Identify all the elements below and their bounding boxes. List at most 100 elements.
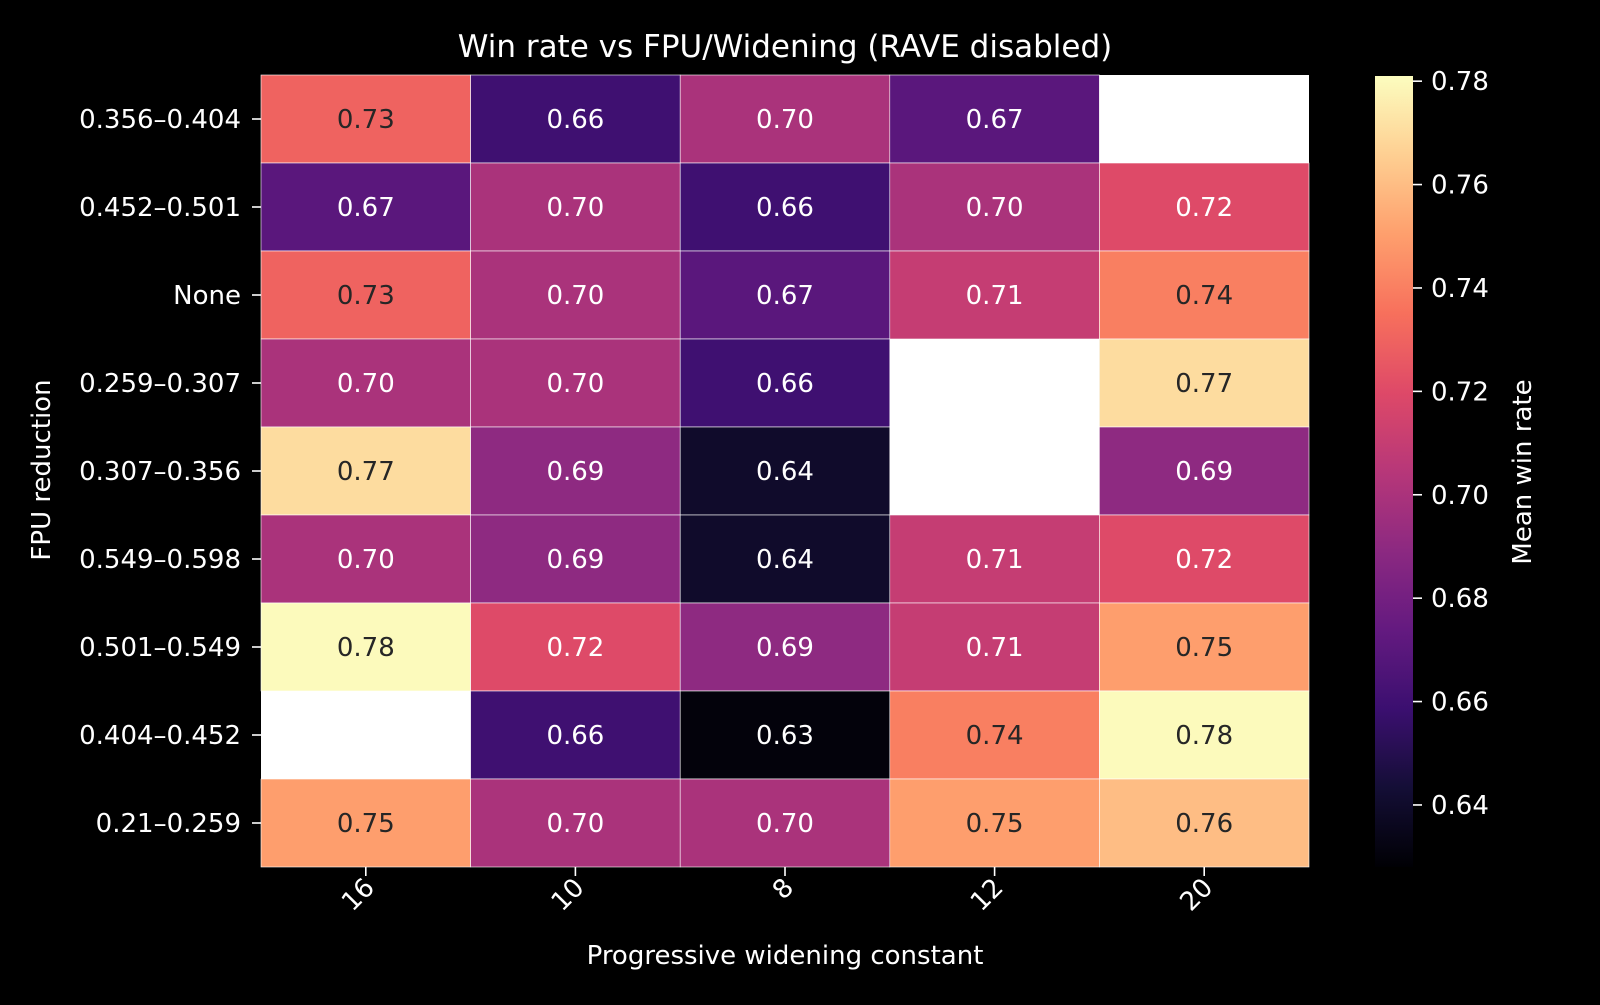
heatmap-cell-missing — [261, 691, 471, 779]
heatmap-cell — [1099, 602, 1310, 692]
cell-value-label: 0.70 — [337, 545, 395, 575]
heatmap-cell — [260, 250, 471, 340]
heatmap-cell — [679, 250, 891, 340]
heatmap-cell-missing — [1099, 75, 1309, 163]
cell-value-label: 0.70 — [546, 809, 604, 839]
cell-value-label: 0.75 — [337, 809, 395, 839]
cell-value-label: 0.71 — [966, 545, 1024, 575]
cell-value-label: 0.77 — [337, 457, 395, 487]
heatmap-cell — [679, 514, 891, 604]
heatmap-cell — [470, 514, 681, 604]
cell-value-label: 0.70 — [966, 193, 1024, 223]
heatmap-cell — [889, 250, 1100, 340]
colorbar-tick-label: 0.74 — [1431, 274, 1489, 304]
cell-value-label: 0.69 — [756, 633, 814, 663]
cell-value-label: 0.72 — [546, 633, 604, 663]
heatmap-cell — [260, 338, 471, 428]
heatmap-cell-missing — [889, 339, 1100, 427]
heatmap-cell — [470, 74, 681, 164]
heatmap-cell — [679, 426, 891, 516]
heatmap-cell — [260, 74, 471, 164]
cell-value-label: 0.78 — [337, 633, 395, 663]
heatmap-cell — [889, 778, 1100, 868]
cell-value-label: 0.66 — [546, 721, 604, 751]
cell-value-label: 0.72 — [1175, 545, 1233, 575]
cell-value-label: 0.66 — [756, 369, 814, 399]
y-tick-label: 0.21–0.259 — [96, 809, 241, 839]
heatmap-cell — [889, 602, 1100, 692]
x-tick-label: 16 — [336, 873, 381, 918]
heatmap-cell — [470, 602, 681, 692]
heatmap-cell — [470, 690, 681, 780]
heatmap-cell-missing — [889, 427, 1100, 515]
heatmap-cell — [679, 338, 891, 428]
cell-value-label: 0.66 — [756, 193, 814, 223]
heatmap-cell — [679, 778, 891, 868]
heatmap-cell — [679, 74, 891, 164]
heatmap-cell — [679, 162, 891, 252]
heatmap-cell — [889, 514, 1100, 604]
chart-title: Win rate vs FPU/Widening (RAVE disabled) — [458, 29, 1113, 65]
heatmap-cell — [260, 514, 471, 604]
heatmap-cell — [1099, 250, 1310, 340]
y-tick-label: 0.501–0.549 — [79, 633, 241, 663]
y-tick-label: 0.549–0.598 — [79, 545, 241, 575]
cell-value-label: 0.67 — [966, 105, 1024, 135]
y-tick-label: 0.356–0.404 — [79, 105, 241, 135]
cell-value-label: 0.70 — [546, 193, 604, 223]
colorbar-tick-label: 0.70 — [1431, 481, 1489, 511]
cell-value-label: 0.70 — [756, 809, 814, 839]
cell-value-label: 0.67 — [756, 281, 814, 311]
cell-value-label: 0.67 — [337, 193, 395, 223]
heatmap-cell — [470, 162, 681, 252]
heatmap-cell — [470, 426, 681, 516]
heatmap-cell — [1099, 162, 1310, 252]
cell-value-label: 0.71 — [966, 633, 1024, 663]
colorbar — [1375, 76, 1413, 867]
x-axis-label: Progressive widening constant — [587, 941, 984, 971]
cell-value-label: 0.70 — [546, 281, 604, 311]
cell-value-label: 0.76 — [1175, 809, 1233, 839]
x-tick-label: 8 — [767, 873, 800, 906]
cell-value-label: 0.75 — [966, 809, 1024, 839]
colorbar-tick-label: 0.66 — [1431, 688, 1489, 718]
colorbar-tick-label: 0.68 — [1431, 584, 1489, 614]
cell-value-label: 0.69 — [546, 457, 604, 487]
cell-value-label: 0.66 — [546, 105, 604, 135]
cell-value-label: 0.74 — [1175, 281, 1233, 311]
x-tick-label: 20 — [1175, 873, 1220, 918]
cell-value-label: 0.63 — [756, 721, 814, 751]
heatmap-cell — [679, 690, 891, 780]
heatmap-cells — [260, 74, 1310, 868]
heatmap-cell — [470, 778, 681, 868]
cell-value-label: 0.72 — [1175, 193, 1233, 223]
y-tick-label: 0.259–0.307 — [79, 369, 241, 399]
cell-value-label: 0.64 — [756, 457, 814, 487]
colorbar-tick-label: 0.64 — [1431, 791, 1489, 821]
colorbar-tick-label: 0.76 — [1431, 171, 1489, 201]
cell-value-label: 0.69 — [546, 545, 604, 575]
cell-value-label: 0.70 — [756, 105, 814, 135]
y-tick-label: 0.307–0.356 — [79, 457, 241, 487]
x-axis-ticks: 16 10 8 12 20 — [336, 867, 1219, 917]
y-axis-label: FPU reduction — [27, 379, 57, 560]
y-tick-label: 0.404–0.452 — [79, 721, 241, 751]
y-tick-label: None — [173, 281, 241, 311]
x-tick-label: 12 — [965, 873, 1010, 918]
heatmap-cell — [1099, 690, 1310, 780]
cell-value-labels: 0.73 0.66 0.70 0.67 0.67 0.70 0.66 0.70 0.72 0.73… — [337, 105, 1233, 839]
cell-value-label: 0.69 — [1175, 457, 1233, 487]
colorbar-label: Mean win rate — [1508, 379, 1538, 564]
x-tick-label: 10 — [546, 873, 591, 918]
heatmap-cell — [889, 690, 1100, 780]
cell-value-label: 0.77 — [1175, 369, 1233, 399]
cell-value-label: 0.75 — [1175, 633, 1233, 663]
heatmap-cell — [679, 602, 891, 692]
heatmap-cell — [1099, 338, 1310, 428]
heatmap-cell — [470, 338, 681, 428]
heatmap-cell — [1099, 514, 1310, 604]
heatmap-cell — [889, 74, 1100, 164]
cell-value-label: 0.73 — [337, 281, 395, 311]
